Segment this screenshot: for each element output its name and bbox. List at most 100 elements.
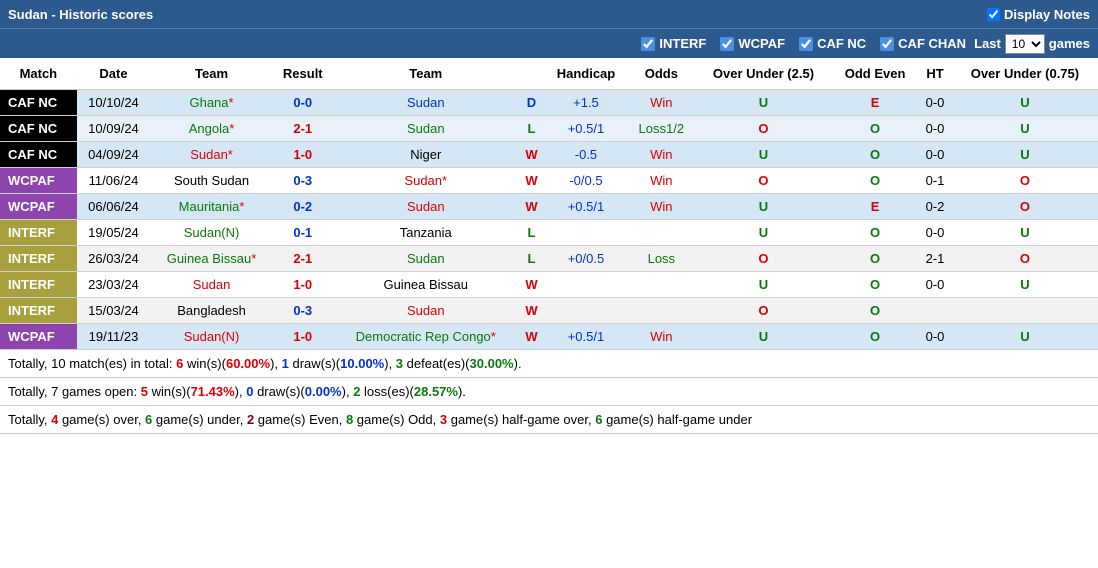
oe-cell: O	[832, 324, 918, 350]
oe-cell: E	[832, 90, 918, 116]
ou075-cell: O	[952, 246, 1098, 272]
team1-cell: Mauritania*	[150, 194, 273, 220]
date-cell: 04/09/24	[77, 142, 151, 168]
ht-cell: 2-1	[918, 246, 952, 272]
odds-cell: Loss	[628, 246, 695, 272]
filter-checkbox[interactable]	[880, 37, 894, 51]
team2-cell: Guinea Bissau	[333, 272, 519, 298]
ou075-cell: O	[952, 194, 1098, 220]
col-header: Odd Even	[832, 58, 918, 90]
team1-cell: Sudan	[150, 272, 273, 298]
handicap-cell: +0.5/1	[544, 324, 628, 350]
filter-checkbox[interactable]	[720, 37, 734, 51]
ou25-cell: U	[695, 220, 832, 246]
ht-cell	[918, 298, 952, 324]
date-cell: 26/03/24	[77, 246, 151, 272]
ou075-cell: U	[952, 324, 1098, 350]
table-row[interactable]: CAF NC10/09/24Angola*2-1SudanL+0.5/1Loss…	[0, 116, 1098, 142]
wl-cell: L	[519, 246, 544, 272]
handicap-cell: +0.5/1	[544, 116, 628, 142]
last-prefix: Last	[974, 36, 1001, 51]
team1-cell: Bangladesh	[150, 298, 273, 324]
ht-cell: 0-2	[918, 194, 952, 220]
col-header: Team	[333, 58, 519, 90]
ou075-cell: U	[952, 220, 1098, 246]
col-header: Over Under (2.5)	[695, 58, 832, 90]
ht-cell: 0-0	[918, 220, 952, 246]
ou25-cell: U	[695, 142, 832, 168]
panel-header: Sudan - Historic scores Display Notes	[0, 0, 1098, 28]
ou075-cell	[952, 298, 1098, 324]
filter-caf-nc[interactable]: CAF NC	[799, 36, 866, 51]
table-row[interactable]: WCPAF19/11/23Sudan(N)1-0Democratic Rep C…	[0, 324, 1098, 350]
oe-cell: O	[832, 272, 918, 298]
match-cell: CAF NC	[0, 116, 77, 142]
table-row[interactable]: WCPAF06/06/24Mauritania*0-2SudanW+0.5/1W…	[0, 194, 1098, 220]
col-header: Handicap	[544, 58, 628, 90]
filter-checkbox[interactable]	[799, 37, 813, 51]
team1-cell: Sudan*	[150, 142, 273, 168]
wl-cell: W	[519, 168, 544, 194]
table-row[interactable]: CAF NC04/09/24Sudan*1-0NigerW-0.5WinUO0-…	[0, 142, 1098, 168]
match-cell: INTERF	[0, 246, 77, 272]
team2-cell: Sudan	[333, 116, 519, 142]
ou075-cell: O	[952, 168, 1098, 194]
panel-title: Sudan - Historic scores	[8, 7, 987, 22]
col-header: Result	[273, 58, 333, 90]
summary-row: Totally, 4 game(s) over, 6 game(s) under…	[0, 406, 1098, 434]
last-games-control: Last 10 games	[974, 34, 1090, 54]
filter-interf[interactable]: INTERF	[641, 36, 706, 51]
result-cell: 1-0	[273, 272, 333, 298]
result-cell: 2-1	[273, 246, 333, 272]
table-row[interactable]: INTERF23/03/24Sudan1-0Guinea BissauWUO0-…	[0, 272, 1098, 298]
oe-cell: O	[832, 116, 918, 142]
oe-cell: E	[832, 194, 918, 220]
historic-scores-panel: Sudan - Historic scores Display Notes IN…	[0, 0, 1098, 434]
odds-cell: Win	[628, 90, 695, 116]
col-header: Team	[150, 58, 273, 90]
table-row[interactable]: WCPAF11/06/24South Sudan0-3Sudan*W-0/0.5…	[0, 168, 1098, 194]
col-header: Odds	[628, 58, 695, 90]
table-body: CAF NC10/10/24Ghana*0-0SudanD+1.5WinUE0-…	[0, 90, 1098, 434]
display-notes-toggle[interactable]: Display Notes	[987, 7, 1090, 22]
date-cell: 23/03/24	[77, 272, 151, 298]
odds-cell: Win	[628, 324, 695, 350]
ou075-cell: U	[952, 116, 1098, 142]
team2-cell: Sudan	[333, 194, 519, 220]
last-games-select[interactable]: 10	[1005, 34, 1045, 54]
wl-cell: W	[519, 298, 544, 324]
last-suffix: games	[1049, 36, 1090, 51]
ht-cell: 0-0	[918, 142, 952, 168]
display-notes-checkbox[interactable]	[987, 8, 1000, 21]
ht-cell: 0-0	[918, 324, 952, 350]
col-header: Over Under (0.75)	[952, 58, 1098, 90]
table-header-row: MatchDateTeamResultTeamHandicapOddsOver …	[0, 58, 1098, 90]
handicap-cell: -0/0.5	[544, 168, 628, 194]
ou25-cell: U	[695, 194, 832, 220]
match-cell: WCPAF	[0, 194, 77, 220]
wl-cell: W	[519, 194, 544, 220]
date-cell: 19/11/23	[77, 324, 151, 350]
filter-label: CAF CHAN	[898, 36, 966, 51]
date-cell: 10/09/24	[77, 116, 151, 142]
result-cell: 0-3	[273, 298, 333, 324]
table-row[interactable]: CAF NC10/10/24Ghana*0-0SudanD+1.5WinUE0-…	[0, 90, 1098, 116]
odds-cell: Loss1/2	[628, 116, 695, 142]
team1-cell: Sudan(N)	[150, 220, 273, 246]
table-row[interactable]: INTERF19/05/24Sudan(N)0-1TanzaniaLUO0-0U	[0, 220, 1098, 246]
ou25-cell: U	[695, 90, 832, 116]
wl-cell: W	[519, 272, 544, 298]
oe-cell: O	[832, 298, 918, 324]
filter-caf-chan[interactable]: CAF CHAN	[880, 36, 966, 51]
filter-wcpaf[interactable]: WCPAF	[720, 36, 785, 51]
table-row[interactable]: INTERF26/03/24Guinea Bissau*2-1SudanL+0/…	[0, 246, 1098, 272]
filter-checkbox[interactable]	[641, 37, 655, 51]
match-cell: WCPAF	[0, 324, 77, 350]
filter-label: WCPAF	[738, 36, 785, 51]
match-cell: INTERF	[0, 298, 77, 324]
team2-cell: Niger	[333, 142, 519, 168]
result-cell: 1-0	[273, 324, 333, 350]
date-cell: 19/05/24	[77, 220, 151, 246]
filter-label: CAF NC	[817, 36, 866, 51]
table-row[interactable]: INTERF15/03/24Bangladesh0-3SudanWOO	[0, 298, 1098, 324]
